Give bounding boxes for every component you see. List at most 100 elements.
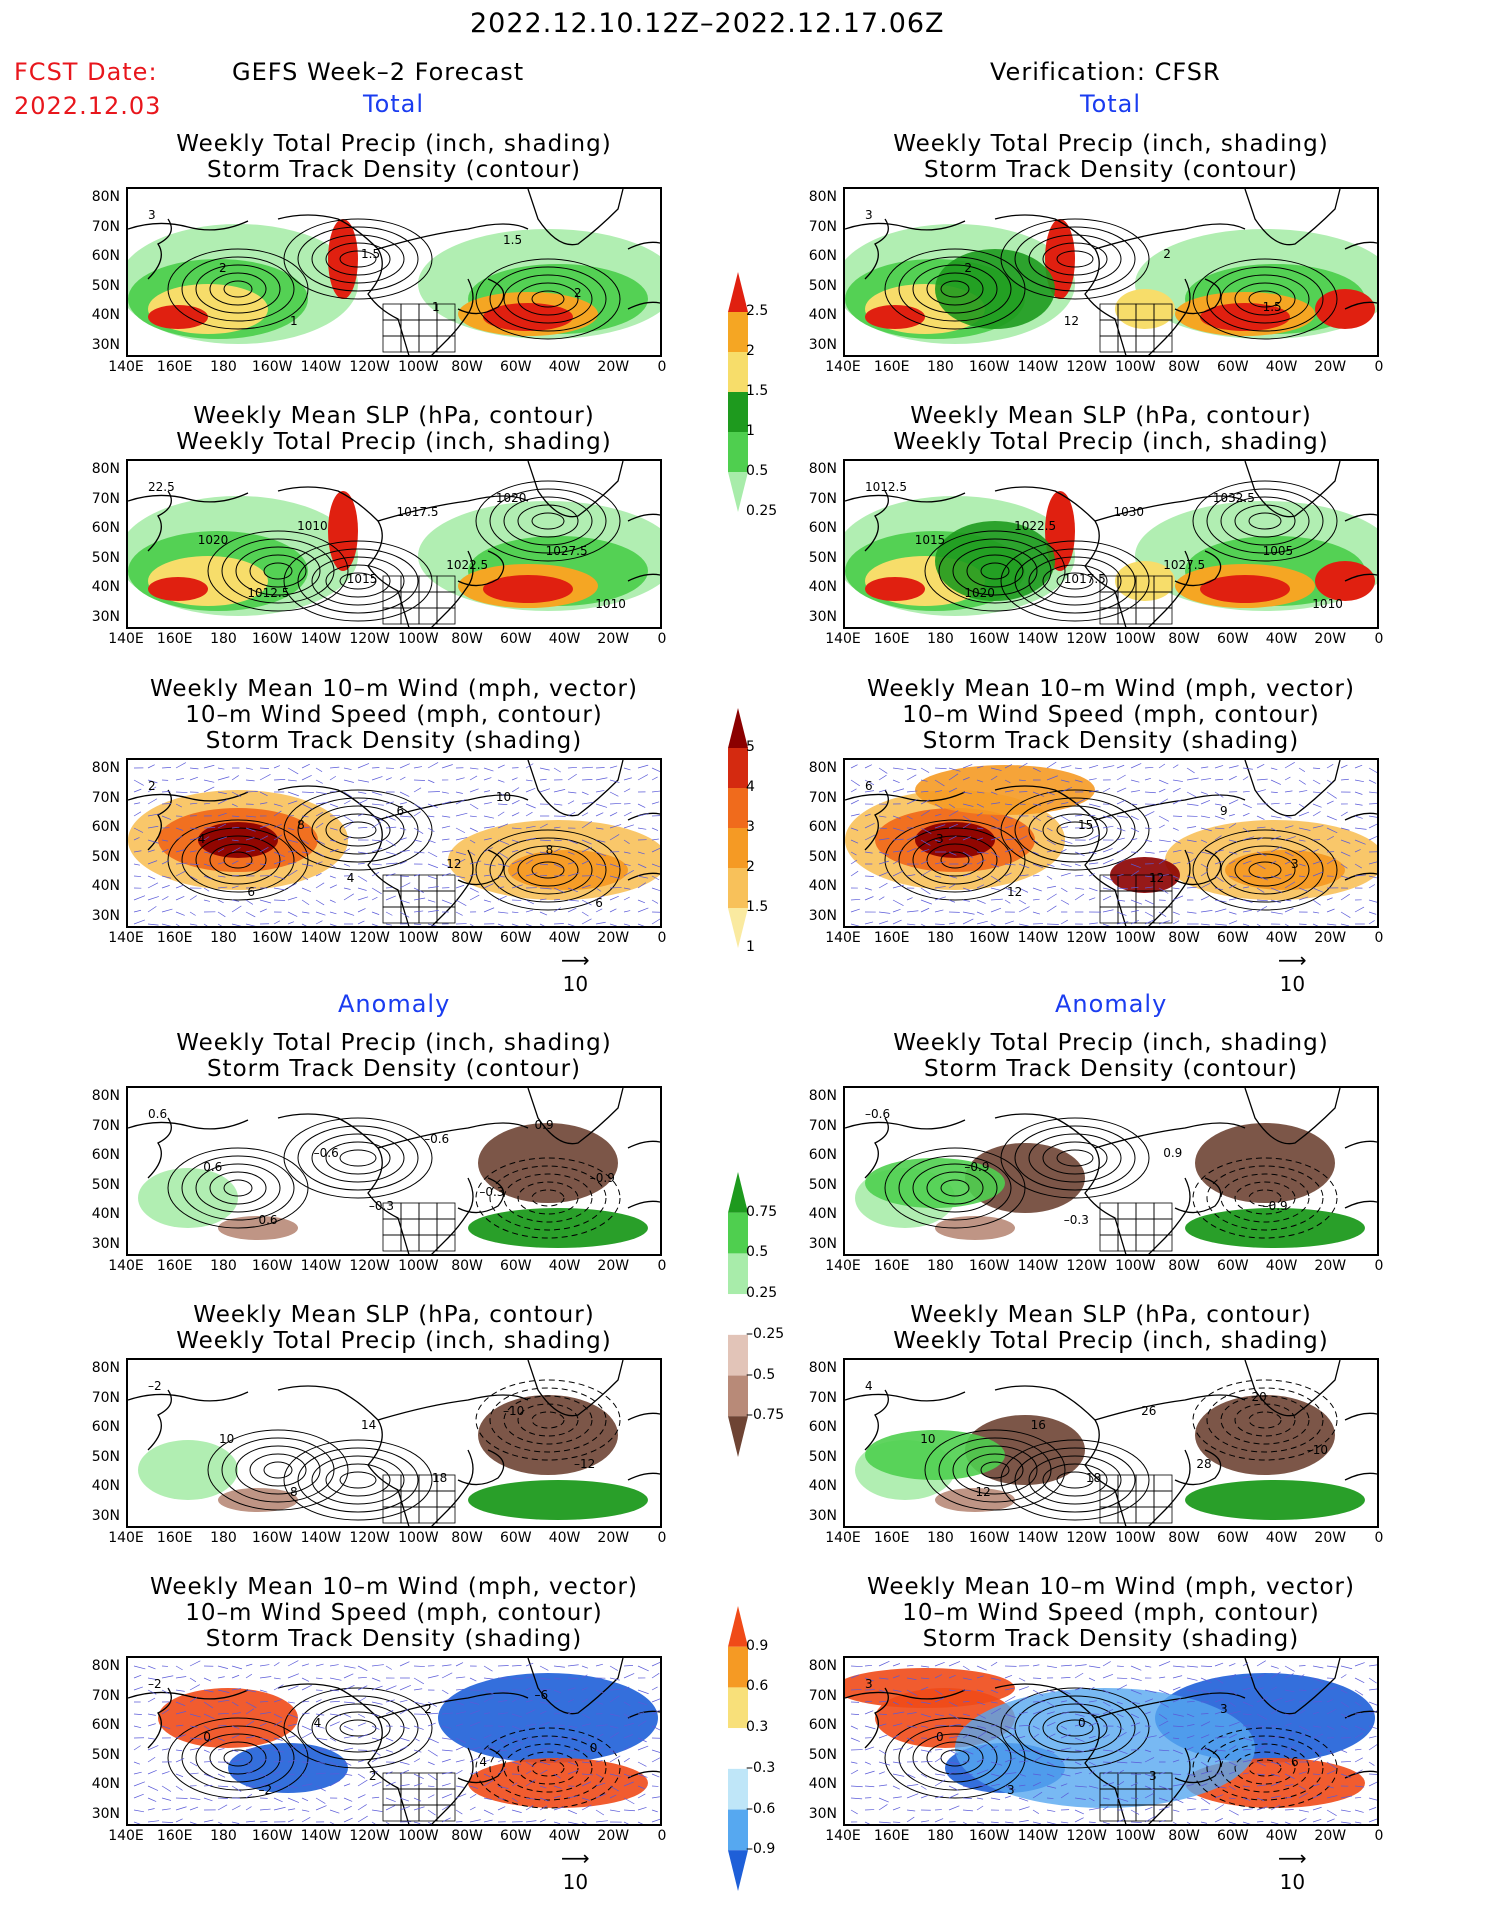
wind-vector xyxy=(399,849,410,853)
shading-blob xyxy=(468,1208,648,1248)
wind-vector xyxy=(609,875,620,879)
wind-vector xyxy=(525,1709,536,1715)
wind-vector xyxy=(427,1821,433,1824)
wind-vector xyxy=(189,1725,198,1728)
wind-vector xyxy=(651,1773,660,1778)
wind-vector xyxy=(976,920,988,925)
contour-line xyxy=(517,1181,579,1215)
wind-vector xyxy=(385,801,394,805)
wind-vector xyxy=(245,862,254,865)
wind-vector xyxy=(329,839,336,842)
wind-vector xyxy=(301,875,309,881)
wind-vector xyxy=(1116,787,1127,793)
wind-vector xyxy=(469,923,474,926)
wind-vector xyxy=(1102,1821,1111,1824)
wind-vector xyxy=(147,1820,160,1823)
wind-vector xyxy=(315,822,324,829)
wind-vector xyxy=(651,1757,660,1763)
wind-vector xyxy=(525,1723,536,1727)
wind-vector xyxy=(273,1684,284,1691)
contour-label: –0.6 xyxy=(314,1146,339,1160)
lon-tick-label: 80W xyxy=(451,930,483,946)
wind-vector xyxy=(850,1785,863,1788)
wind-vector xyxy=(1340,1689,1348,1694)
state-boundary xyxy=(418,1218,438,1236)
wind-vector xyxy=(1172,1783,1185,1787)
wind-vector xyxy=(976,791,985,794)
lat-tick-label: 40N xyxy=(808,1478,837,1494)
lon-tick-label: 20W xyxy=(597,1828,630,1844)
wind-vector xyxy=(1102,815,1113,819)
wind-vector xyxy=(511,1809,522,1813)
wind-vector xyxy=(357,1779,368,1787)
wind-vector xyxy=(1046,863,1055,867)
wind-vector xyxy=(1102,858,1114,865)
wind-vector xyxy=(273,1720,283,1727)
wind-vector xyxy=(259,863,267,866)
wind-vector xyxy=(850,1809,858,1815)
contour-label: 15 xyxy=(1078,818,1093,832)
wind-vector xyxy=(203,863,212,867)
wind-vector xyxy=(990,1708,1001,1715)
wind-vector xyxy=(483,1759,491,1763)
lon-tick-label: 80W xyxy=(451,359,483,375)
wind-vector xyxy=(497,764,505,769)
wind-vector xyxy=(441,872,451,877)
wind-vector xyxy=(1228,1761,1238,1767)
lon-tick-label: 160W xyxy=(968,631,1010,647)
shading-blob xyxy=(138,1440,238,1500)
wind-vector xyxy=(623,910,631,913)
wind-vector xyxy=(1032,791,1045,797)
wind-vector xyxy=(1102,1806,1109,1811)
wind-vector xyxy=(301,899,310,906)
coastline xyxy=(627,872,660,881)
wind-vector xyxy=(1060,1757,1070,1763)
wind-vector xyxy=(1102,887,1112,891)
wind-vector xyxy=(441,1758,451,1763)
lat-tick-label: 50N xyxy=(91,1746,120,1763)
wind-vector xyxy=(1144,1815,1156,1823)
wind-vector xyxy=(385,1781,396,1787)
contour-line xyxy=(1056,1471,1094,1489)
wind-vector xyxy=(1312,1749,1322,1754)
coastline xyxy=(1244,461,1341,518)
wind-vector xyxy=(273,887,286,891)
wind-vector xyxy=(1298,1792,1308,1799)
wind-vector xyxy=(441,863,452,868)
wind-vector xyxy=(371,803,384,806)
lon-tick-label: 180 xyxy=(210,1828,237,1844)
wind-vector xyxy=(581,1698,589,1703)
wind-vector xyxy=(455,799,466,805)
wind-vector xyxy=(1312,1725,1321,1728)
state-boundary xyxy=(436,335,456,353)
wind-vector xyxy=(1186,767,1195,774)
wind-vector xyxy=(1214,1785,1227,1789)
wind-vector xyxy=(371,839,383,842)
contour-line xyxy=(1000,1439,1150,1521)
wind-vector xyxy=(1074,874,1084,877)
wind-vector xyxy=(245,791,258,793)
panel-title-line: Storm Track Density (contour) xyxy=(923,1056,1299,1082)
panel-title: Weekly Total Precip (inch, shading) Storm… xyxy=(843,131,1379,183)
wind-vector xyxy=(1088,1735,1096,1739)
wind-vector xyxy=(385,1797,396,1803)
wind-vector xyxy=(315,1785,326,1792)
lon-tick-label: 160W xyxy=(251,1530,293,1546)
lon-tick-label: 100W xyxy=(1115,1828,1156,1844)
contour-label: –0.6 xyxy=(424,1132,449,1146)
wind-vector xyxy=(1144,827,1152,830)
contour-line xyxy=(531,512,565,530)
wind-vector xyxy=(301,803,313,810)
lon-tick-label: 80W xyxy=(451,631,483,647)
contour-line xyxy=(249,554,307,588)
lat-tick-label: 30N xyxy=(808,608,837,625)
vector-reference: ⟶ 10 xyxy=(1278,1846,1307,1894)
wind-vector xyxy=(864,851,873,854)
contour-label: 2 xyxy=(219,261,227,275)
wind-vector xyxy=(399,763,410,769)
wind-vector xyxy=(651,1661,660,1667)
contour-line xyxy=(940,1179,970,1197)
contour-line xyxy=(1234,1403,1296,1437)
wind-vector xyxy=(581,1821,588,1824)
wind-vector xyxy=(892,1773,905,1777)
